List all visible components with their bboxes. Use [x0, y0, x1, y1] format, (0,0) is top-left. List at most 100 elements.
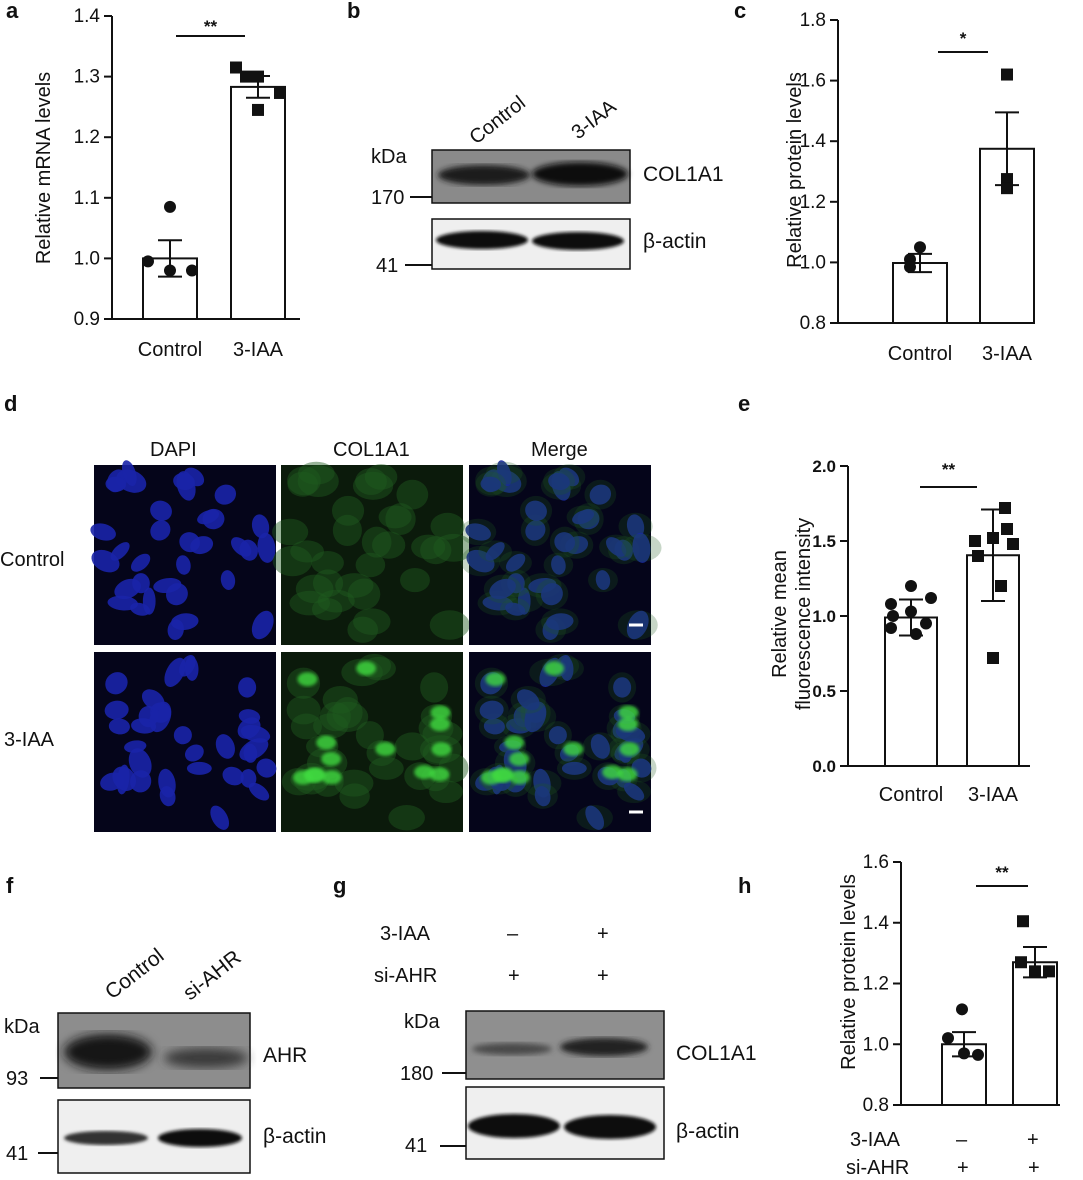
cytoplasm: [352, 471, 394, 500]
cytoplasm: [556, 756, 592, 780]
y-tick-label: 0.8: [800, 313, 826, 334]
sign: +: [1028, 1157, 1040, 1179]
data-point: [1017, 915, 1029, 928]
cytoplasm: [355, 468, 387, 495]
cytoplasm: [499, 598, 531, 621]
nucleus: [90, 523, 116, 541]
cytoplasm: [527, 783, 558, 809]
data-point: [942, 1032, 954, 1045]
y-tick-label: 1.4: [863, 913, 890, 934]
col-label-dapi: DAPI: [150, 439, 197, 461]
band-label-actin: β-actin: [263, 1125, 326, 1148]
col1a1-signal: [618, 705, 639, 720]
y-tick-label: 1.0: [863, 1034, 889, 1055]
band-label-actin: β-actin: [643, 230, 706, 253]
y-tick-label: 2.0: [812, 457, 836, 476]
cytoplasm: [287, 471, 319, 497]
nucleus: [551, 555, 566, 575]
nucleus: [589, 484, 612, 505]
col1a1-signal: [485, 672, 506, 687]
nucleus: [220, 570, 236, 590]
col1a1-signal: [297, 672, 318, 687]
sign: –: [956, 1129, 968, 1151]
cytoplasm: [272, 545, 313, 577]
cytoplasm: [522, 769, 562, 797]
cytoplasm: [599, 534, 634, 560]
nucleus: [105, 476, 127, 492]
band: [64, 1034, 152, 1070]
cytoplasm: [347, 578, 381, 610]
band: [438, 165, 530, 185]
lane-label-3iaa: 3-IAA: [568, 95, 621, 144]
col1a1-signal: [321, 770, 342, 785]
nucleus: [130, 553, 151, 572]
nucleus: [184, 656, 199, 681]
cytoplasm: [319, 701, 351, 732]
nucleus: [505, 553, 526, 572]
col1a1-signal: [414, 765, 435, 780]
y-tick-label: 1.0: [74, 248, 100, 269]
cytoplasm: [332, 514, 362, 547]
lane-label-control: Control: [101, 944, 169, 1004]
col1a1-signal: [504, 735, 525, 750]
micrograph-tile: [460, 460, 662, 645]
data-point: [914, 241, 926, 254]
data-point: [1001, 523, 1013, 535]
micrograph-tile: [90, 460, 276, 645]
col1a1-signal: [430, 717, 451, 732]
nucleus: [150, 500, 172, 521]
band-label-col1a1: COL1A1: [676, 1042, 757, 1065]
lane-label-si-ahr: si-AHR: [179, 946, 246, 1005]
nucleus: [173, 726, 192, 745]
nucleus: [613, 677, 632, 698]
y-tick-label: 1.2: [74, 127, 100, 148]
treatment-label-si-ahr: si-AHR: [846, 1157, 909, 1179]
y-tick-label: 1.1: [74, 188, 100, 209]
data-point: [904, 260, 916, 273]
nucleus: [128, 748, 152, 778]
cytoplasm: [368, 756, 404, 780]
cytoplasm: [566, 505, 600, 529]
col1a1-signal: [509, 770, 530, 785]
data-point: [252, 70, 264, 83]
col-label-merge: Merge: [531, 439, 588, 461]
cytoplasm: [286, 695, 321, 725]
cytoplasm: [311, 550, 344, 575]
data-point: [910, 628, 922, 640]
treatment-label-3iaa: 3-IAA: [380, 923, 431, 945]
y-tick-label: 1.0: [800, 252, 826, 273]
nucleus: [214, 484, 237, 505]
data-point: [887, 610, 899, 622]
cytoplasm: [608, 672, 637, 703]
cytoplasm: [335, 573, 374, 598]
nucleus: [108, 718, 130, 735]
sign: +: [1027, 1129, 1039, 1151]
cytoplasm: [541, 608, 579, 635]
nucleus: [623, 782, 645, 801]
nucleus: [159, 786, 176, 807]
cytoplasm: [549, 526, 580, 558]
bar: [230, 85, 286, 321]
data-point: [164, 264, 176, 277]
cytoplasm: [475, 471, 507, 497]
cytoplasm: [295, 574, 334, 604]
band: [560, 1038, 648, 1056]
nucleus: [483, 718, 505, 735]
col1a1-signal: [509, 751, 530, 766]
cytoplasm: [483, 574, 522, 604]
data-point: [905, 605, 917, 618]
y-axis-label: Relative protein levels: [784, 72, 806, 268]
nucleus: [141, 689, 165, 711]
cytoplasm: [519, 495, 553, 526]
x-tick-label: 3-IAA: [233, 339, 284, 361]
data-point: [958, 1047, 970, 1060]
nucleus: [540, 583, 563, 606]
y-tick-label: 0.9: [74, 309, 100, 330]
cytoplasm: [317, 589, 355, 613]
cytoplasm: [326, 701, 369, 732]
data-point: [1043, 965, 1055, 978]
cytoplasm: [313, 713, 349, 739]
nucleus: [171, 613, 199, 631]
micrograph-tile: [469, 652, 657, 832]
